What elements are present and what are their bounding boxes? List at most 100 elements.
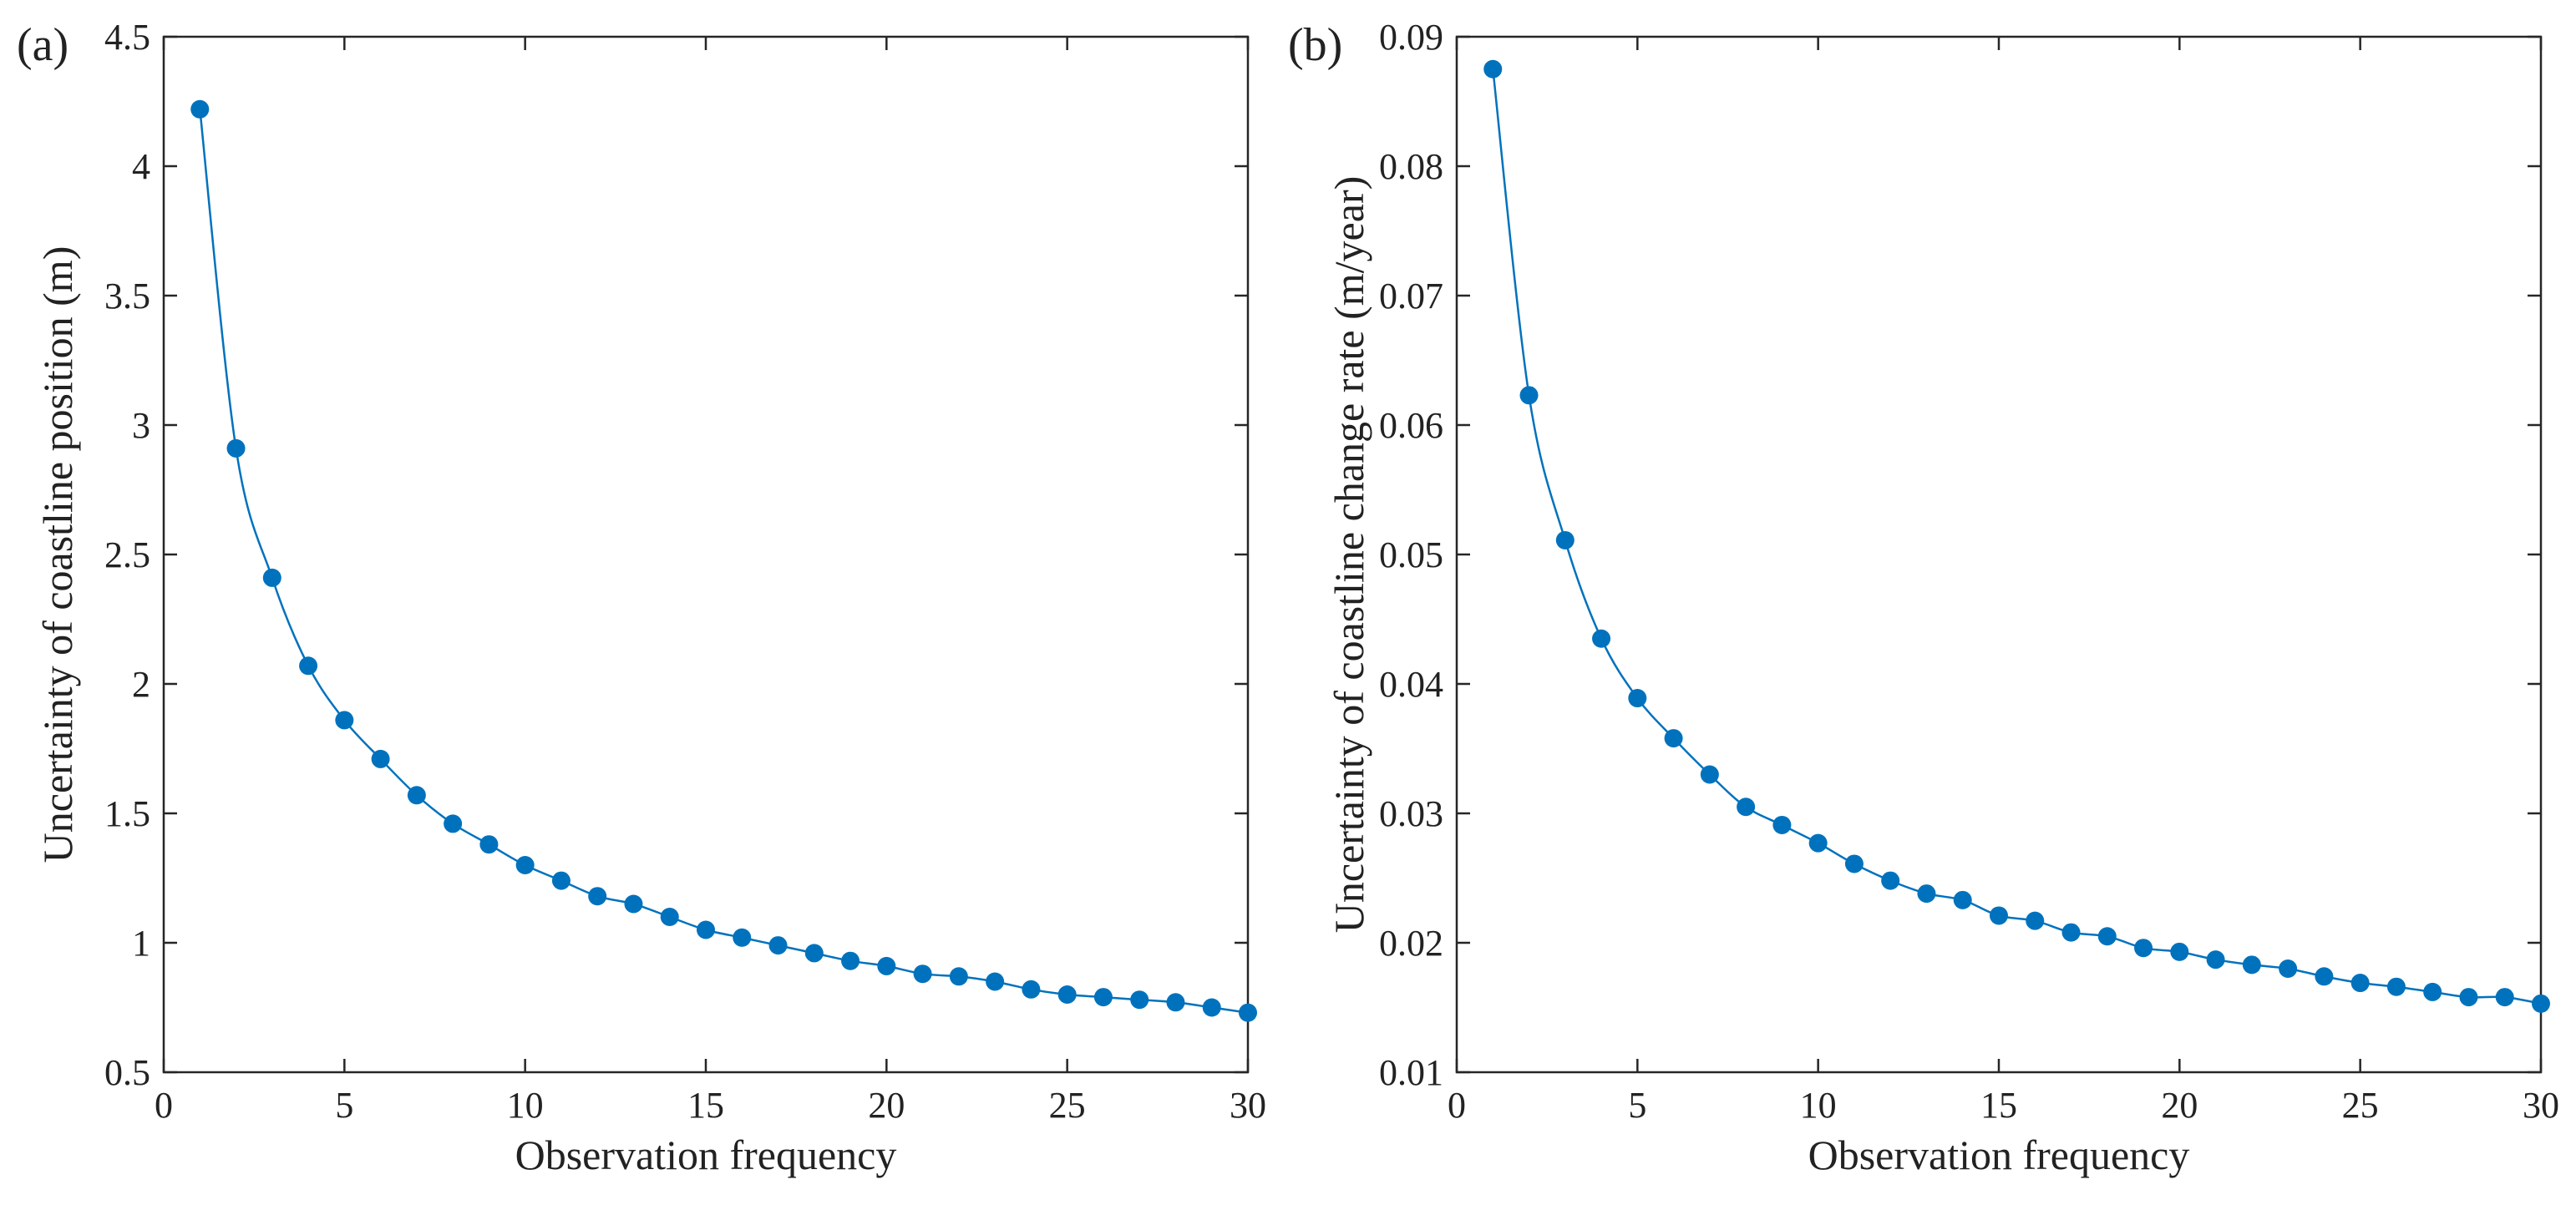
- data-point: [190, 99, 210, 119]
- data-point: [371, 749, 390, 768]
- y-tick-label: 1: [132, 923, 150, 964]
- panel-a: 0 5 10 15 20 25 30 0.5 1 1.5 2 2.5 3 3.5 4 4.5 Observati…: [17, 17, 1266, 1178]
- data-point: [515, 856, 535, 874]
- data-point: [1166, 993, 1185, 1012]
- data-point: [697, 920, 715, 939]
- data-point: [768, 936, 788, 955]
- data-point: [1953, 890, 1972, 909]
- x-tick-label: 30: [1230, 1085, 1266, 1126]
- data-point: [1700, 765, 1719, 784]
- data-point: [2423, 982, 2442, 1001]
- data-point: [2350, 974, 2370, 993]
- x-tick-label: 20: [868, 1085, 905, 1126]
- y-tick-label: 1.5: [104, 793, 150, 834]
- data-point: [1093, 988, 1113, 1007]
- y-axis-label: Uncertainty of coastline change rate (m/…: [1326, 176, 1372, 934]
- data-point: [2315, 967, 2334, 986]
- x-tick-label: 30: [2523, 1085, 2559, 1126]
- y-tick-label: 4: [132, 146, 150, 187]
- y-tick-label: 0.08: [1379, 146, 1443, 187]
- data-point: [1808, 833, 1828, 853]
- data-point: [262, 568, 281, 587]
- data-point: [1628, 689, 1647, 708]
- data-point: [479, 835, 499, 854]
- y-axis-label: Uncertainty of coastline position (m): [34, 246, 81, 863]
- x-tick-label: 10: [1800, 1085, 1837, 1126]
- data-point: [335, 711, 354, 730]
- x-tick-label: 15: [1980, 1085, 2017, 1126]
- y-tick-label: 4.5: [104, 17, 150, 58]
- series-line: [1492, 68, 2542, 1005]
- x-tick-label: 10: [507, 1085, 544, 1126]
- plot-frame-a: [162, 35, 1250, 1074]
- x-tick-label: 5: [1628, 1085, 1646, 1126]
- x-tick-label: 5: [335, 1085, 353, 1126]
- data-point: [2097, 927, 2117, 946]
- data-point: [1022, 980, 1041, 999]
- data-point: [2170, 942, 2189, 961]
- data-point: [1664, 729, 1683, 748]
- data-point: [877, 956, 896, 975]
- x-tick-label: 0: [155, 1085, 173, 1126]
- x-tick-label: 25: [2342, 1085, 2379, 1126]
- x-axis-label: Observation frequency: [1808, 1132, 2190, 1178]
- panel-label: (a): [17, 19, 68, 71]
- data-point: [2242, 955, 2261, 975]
- x-tick-label: 15: [687, 1085, 724, 1126]
- data-point: [913, 965, 932, 984]
- panel-b: 0 5 10 15 20 25 30 0.01 0.02 0.03 0.04 0.05 0.06 0.07…: [1288, 17, 2559, 1178]
- data-point: [841, 951, 860, 970]
- y-tick-label: 0.03: [1379, 793, 1443, 834]
- data-point: [551, 871, 570, 890]
- data-point: [1844, 854, 1864, 873]
- data-point: [1990, 906, 2008, 925]
- data-point: [2026, 911, 2045, 930]
- y-tick-label: 2: [132, 664, 150, 705]
- data-point: [2532, 994, 2550, 1013]
- x-tick-label: 0: [1448, 1085, 1466, 1126]
- y-tick-label: 0.04: [1379, 664, 1443, 705]
- x-axis-label: Observation frequency: [515, 1132, 897, 1178]
- data-point: [1592, 629, 1611, 648]
- data-point: [1202, 998, 1221, 1017]
- data-point: [2061, 923, 2081, 942]
- data-point: [444, 814, 463, 833]
- y-tick-label: 0.01: [1379, 1052, 1443, 1093]
- data-point: [2459, 988, 2478, 1007]
- x-tick-label: 20: [2161, 1085, 2198, 1126]
- data-point: [2134, 939, 2153, 958]
- data-point: [407, 786, 426, 805]
- data-point: [1057, 985, 1077, 1004]
- y-tick-label: 0.06: [1379, 405, 1443, 446]
- data-point: [2279, 959, 2298, 978]
- data-point: [1772, 815, 1792, 834]
- data-point: [1737, 797, 1756, 817]
- data-point: [2386, 977, 2406, 996]
- y-tick-label: 0.5: [104, 1052, 150, 1093]
- y-tick-label: 3.5: [104, 276, 150, 316]
- data-point: [624, 894, 643, 914]
- y-tick-label: 0.05: [1379, 534, 1443, 575]
- data-point: [733, 928, 752, 947]
- data-point: [1917, 884, 1936, 904]
- data-point: [226, 438, 246, 458]
- data-point: [299, 656, 318, 676]
- y-tick-label: 3: [132, 405, 150, 446]
- y-tick-label: 0.07: [1379, 276, 1443, 316]
- data-point: [986, 972, 1005, 991]
- data-point: [1239, 1003, 1257, 1022]
- data-point: [1483, 59, 1503, 78]
- data-point: [1555, 530, 1575, 549]
- data-point: [804, 944, 824, 963]
- y-tick-label: 2.5: [104, 534, 150, 575]
- data-point: [1881, 871, 1900, 890]
- y-tick-label: 0.02: [1379, 923, 1443, 964]
- data-point: [2495, 988, 2514, 1007]
- data-point: [588, 887, 607, 906]
- data-point: [1130, 990, 1149, 1010]
- x-tick-label: 25: [1049, 1085, 1086, 1126]
- series-line: [199, 109, 1249, 1014]
- data-point: [660, 908, 679, 926]
- data-point: [1519, 386, 1539, 405]
